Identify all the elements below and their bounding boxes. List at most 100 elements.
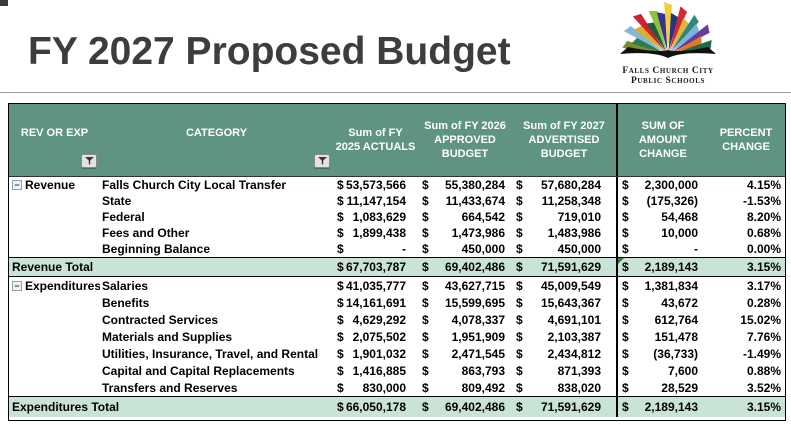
change-cell: $ (175,326) [616,193,708,209]
currency-symbol: $ [337,226,344,240]
table-row: Beginning Balance $ - $450,000 $450,000 $ - 0.0… [9,241,785,257]
currency-symbol: $ [622,260,629,274]
filter-button-category[interactable] [314,154,330,168]
total-label-cell: Revenue Total [12,260,94,274]
fy2027-cell: $71,591,629 [516,260,601,274]
currency-symbol: $ [622,346,629,361]
currency-symbol: $ [422,210,429,224]
change-cell: $7,600 [616,362,708,379]
group-cell: − Expenditures [9,277,100,294]
currency-symbol: $ [422,194,429,208]
table-row: Capital and Capital Replacements $1,416,8… [9,362,785,379]
change-cell: $54,468 [616,209,708,225]
group-cell [9,311,100,328]
table-row: − Revenue Falls Church City Local Transfer… [9,177,785,193]
fy2026-cell: $2,471,545 [422,346,505,361]
currency-symbol: $ [337,329,344,344]
fy2026-cell: $69,402,486 [422,260,505,274]
fy2025-cell: $66,050,178 [337,400,406,414]
fy2025-cell: $1,899,438 [337,226,406,240]
table-row: Utilities, Insurance, Travel, and Rental… [9,345,785,362]
currency-symbol: $ [622,178,629,192]
percent-cell: 0.68% [746,226,781,240]
currency-symbol: $ [337,242,344,256]
currency-symbol: $ [337,400,344,414]
fy2025-cell: $53,573,566 [337,178,406,192]
currency-symbol: $ [422,260,429,274]
collapse-toggle-icon[interactable]: − [12,180,22,190]
header-rev-or-exp: REV OR EXP [20,126,89,139]
currency-symbol: $ [622,295,629,310]
currency-symbol: $ [422,295,429,310]
school-logo: Falls Church City Public Schools [598,1,738,86]
currency-symbol: $ [337,312,344,327]
currency-symbol: $ [516,242,523,256]
category-cell: Federal [102,210,145,224]
header-fy2027-advertised: Sum of FY 2027 ADVERTISED BUDGET [523,119,605,161]
group-cell [9,193,100,209]
fy2027-cell: $450,000 [516,242,601,256]
currency-symbol: $ [622,329,629,344]
percent-cell: 3.52% [746,380,781,395]
corner-mark [0,0,8,6]
table-row: Materials and Supplies $2,075,502 $1,951,9… [9,328,785,345]
change-cell: $2,189,143 [616,258,708,276]
filter-button-rev-or-exp[interactable] [81,154,97,168]
currency-symbol: $ [516,210,523,224]
table-row: Benefits $14,161,691 $15,599,695 $15,643,36… [9,294,785,311]
group-cell [9,362,100,379]
collapse-toggle-icon[interactable]: − [12,280,22,291]
currency-symbol: $ [422,329,429,344]
title-divider [0,92,791,93]
table-row: Contracted Services $4,629,292 $4,078,337 $… [9,311,785,328]
currency-symbol: $ [516,260,523,274]
fy2027-cell: $838,020 [516,380,601,395]
change-cell: $ - [616,241,708,257]
logo-text-line1: Falls Church City [622,66,714,76]
table-header: REV OR EXP CATEGORY Sum of FY 2025 ACTUA… [9,104,785,177]
header-percent-change: PERCENT CHANGE [719,126,773,153]
fy2025-cell: $41,035,777 [337,278,406,293]
fy2027-cell: $2,434,812 [516,346,601,361]
currency-symbol: $ [622,380,629,395]
fy2026-cell: $809,492 [422,380,505,395]
percent-cell: 7.76% [746,329,781,344]
currency-symbol: $ [622,242,629,256]
fy2027-cell: $719,010 [516,210,601,224]
currency-symbol: $ [622,312,629,327]
currency-symbol: $ [622,210,629,224]
percent-cell: 3.17% [746,278,781,293]
group-cell [9,225,100,241]
table-body: − Revenue Falls Church City Local Transfer… [9,177,785,417]
logo-text-line2: Public Schools [631,76,705,86]
change-cell: $28,529 [616,379,708,396]
currency-symbol: $ [422,363,429,378]
filter-icon [317,157,327,165]
fy2026-cell: $664,542 [422,210,505,224]
table-row: Fees and Other $1,899,438 $1,473,986 $1,483… [9,225,785,241]
fy2026-cell: $69,402,486 [422,400,505,414]
currency-symbol: $ [622,400,629,414]
percent-cell: 0.88% [746,363,781,378]
fy2025-cell: $1,083,629 [337,210,406,224]
group-cell [9,209,100,225]
fy2027-cell: $11,258,348 [516,194,601,208]
change-cell: $10,000 [616,225,708,241]
percent-cell: -1.49% [742,346,781,361]
fy2025-cell: $67,703,787 [337,260,406,274]
budget-pivot-table: REV OR EXP CATEGORY Sum of FY 2025 ACTUA… [8,103,786,421]
fy2026-cell: $1,951,909 [422,329,505,344]
currency-symbol: $ [337,194,344,208]
category-cell: Transfers and Reserves [102,380,238,395]
currency-symbol: $ [422,226,429,240]
currency-symbol: $ [337,178,344,192]
category-cell: Materials and Supplies [102,329,233,344]
fy2025-cell: $11,147,154 [337,194,406,208]
fy2026-cell: $450,000 [422,242,505,256]
currency-symbol: $ [516,194,523,208]
header-fy2025-actuals: Sum of FY 2025 ACTUALS [335,126,416,153]
fy2026-cell: $43,627,715 [422,278,505,293]
fy2027-cell: $45,009,549 [516,278,601,293]
currency-symbol: $ [337,278,344,293]
fy2026-cell: $1,473,986 [422,226,505,240]
